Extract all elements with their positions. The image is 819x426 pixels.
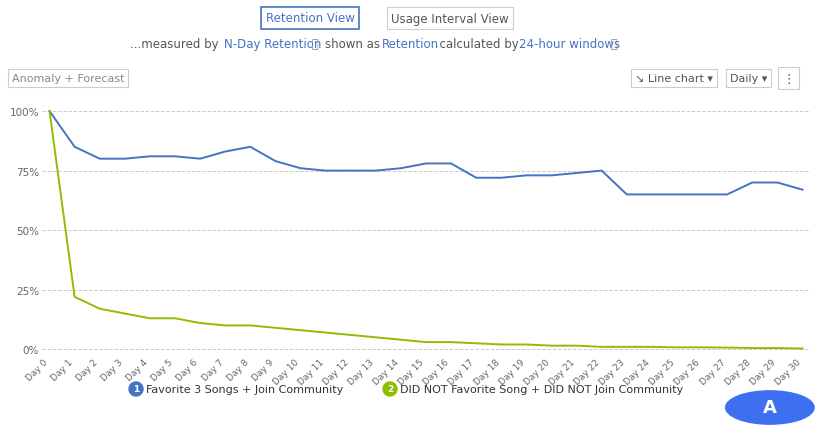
Text: Usage Interval View: Usage Interval View	[391, 12, 509, 26]
Circle shape	[383, 382, 397, 396]
Circle shape	[129, 382, 143, 396]
Text: 1: 1	[133, 385, 139, 394]
Text: Daily ▾: Daily ▾	[730, 74, 767, 84]
Circle shape	[726, 391, 814, 424]
Text: ⋮: ⋮	[782, 72, 794, 85]
Text: ...measured by: ...measured by	[130, 37, 219, 50]
Text: Favorite 3 Songs + Join Community: Favorite 3 Songs + Join Community	[146, 384, 343, 394]
Text: ↘ Line chart ▾: ↘ Line chart ▾	[635, 74, 713, 84]
Text: ⓘ: ⓘ	[607, 37, 618, 50]
Text: ⓘ: ⓘ	[308, 37, 319, 50]
Text: 2: 2	[387, 385, 393, 394]
Text: calculated by: calculated by	[432, 37, 518, 50]
Text: DID NOT Favorite Song + DID NOT Join Community: DID NOT Favorite Song + DID NOT Join Com…	[400, 384, 683, 394]
Text: N-Day Retention: N-Day Retention	[224, 37, 321, 50]
Text: Retention: Retention	[382, 37, 439, 50]
Text: Anomaly + Forecast: Anomaly + Forecast	[12, 74, 124, 84]
Text: shown as: shown as	[325, 37, 380, 50]
Text: 24-hour windows: 24-hour windows	[519, 37, 620, 50]
Text: A: A	[763, 399, 776, 417]
Text: Retention View: Retention View	[265, 12, 355, 26]
